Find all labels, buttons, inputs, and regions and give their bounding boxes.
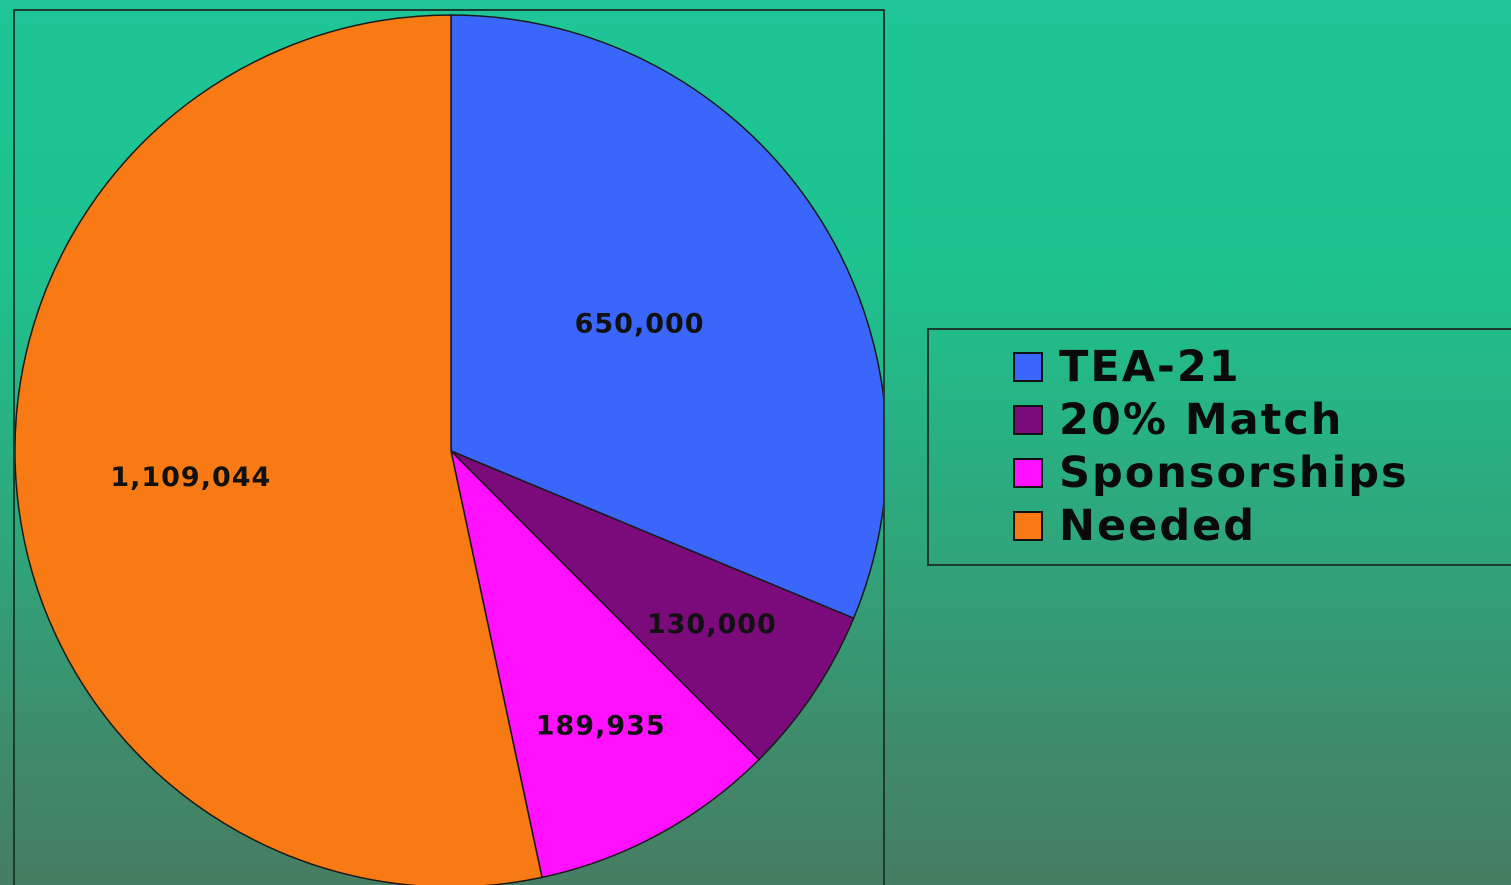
legend-label: Needed	[1059, 501, 1257, 551]
legend-label: TEA-21	[1059, 342, 1241, 392]
chart-frame: 650,000 130,000 189,935 1,109,044	[13, 9, 885, 885]
pie-chart: 650,000 130,000 189,935 1,109,044	[15, 14, 883, 885]
slice-label-sponsorships: 189,935	[536, 710, 666, 741]
legend-swatch-20-match	[1013, 405, 1043, 435]
legend-label: Sponsorships	[1059, 448, 1409, 498]
legend-item-tea-21: TEA-21	[1013, 340, 1241, 394]
slice-label-needed: 1,109,044	[110, 462, 271, 493]
pie-slice-needed	[15, 14, 543, 885]
slice-label-tea-21: 650,000	[575, 309, 705, 340]
slice-label-20-match: 130,000	[647, 609, 777, 640]
legend-item-20-match: 20% Match	[1013, 393, 1343, 447]
legend-item-sponsorships: Sponsorships	[1013, 446, 1409, 500]
legend-swatch-tea-21	[1013, 352, 1043, 382]
legend-swatch-sponsorships	[1013, 458, 1043, 488]
legend: TEA-21 20% Match Sponsorships Needed	[927, 328, 1511, 566]
legend-swatch-needed	[1013, 511, 1043, 541]
pie-slice-sponsorships	[449, 448, 761, 879]
legend-item-needed: Needed	[1013, 499, 1256, 553]
legend-label: 20% Match	[1059, 395, 1344, 445]
pie-slice-20-match	[450, 450, 855, 761]
pie-slice-tea-21	[450, 14, 883, 620]
